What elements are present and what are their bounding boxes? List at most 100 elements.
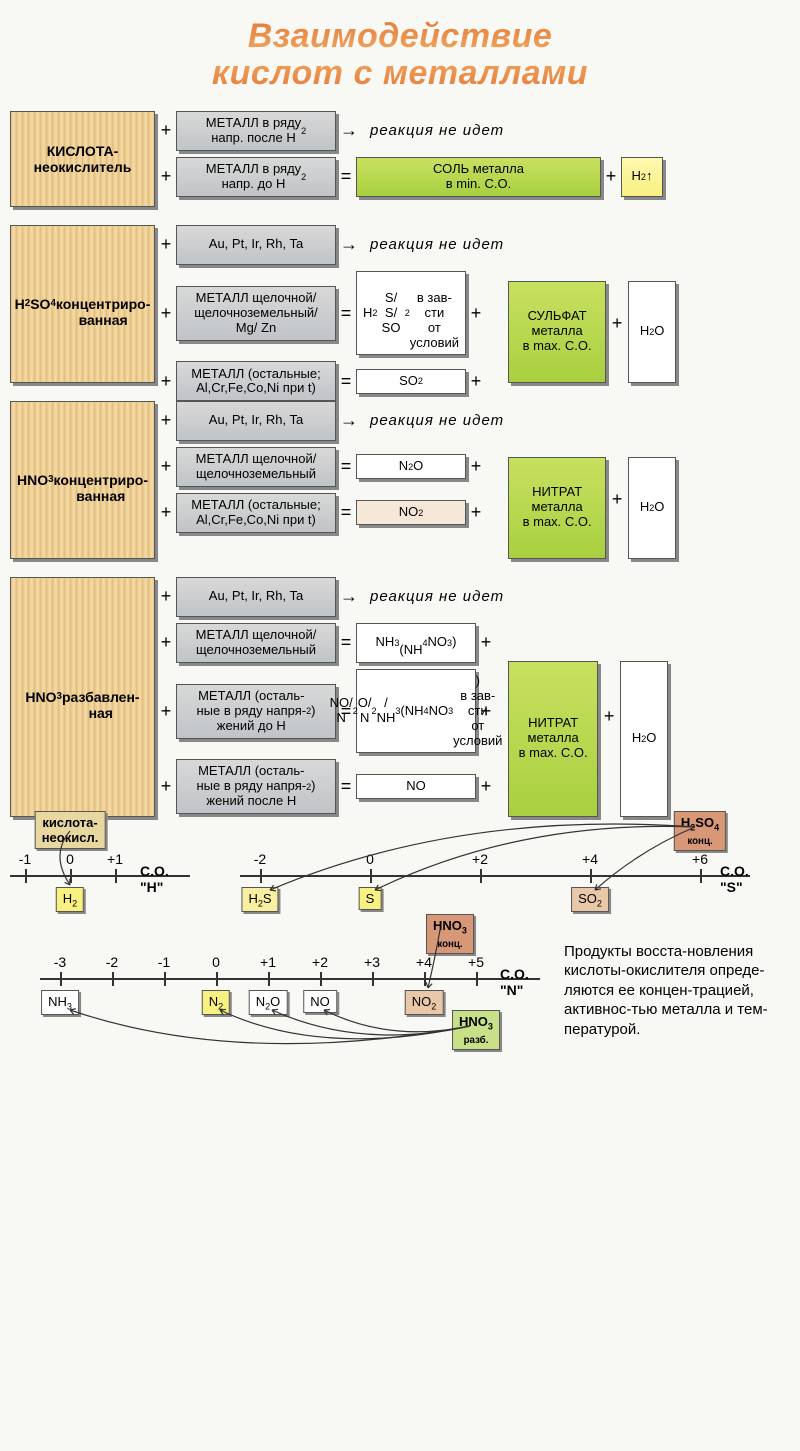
product-box: NO <box>356 774 476 799</box>
oxidation-axes: -10+1С.О."H"кислота-неокисл.H2 -20+2+4+6… <box>10 835 790 1044</box>
product-box: SO2 <box>356 369 466 394</box>
axis-label: С.О."H" <box>140 863 169 895</box>
water-box: H2O <box>620 661 668 817</box>
plus-op: + <box>469 303 483 324</box>
salt-shared-box: НИТРАТметаллав max. С.О. <box>508 457 606 559</box>
acid-box: HNO3разбавлен-ная <box>10 577 155 817</box>
axis-species-box: S <box>359 887 382 910</box>
plus-op: + <box>159 456 173 477</box>
axis-acid-box: HNO3конц. <box>426 914 474 955</box>
tick-label: -1 <box>19 851 31 867</box>
product-box: H2S/ S/ SO2в зав-стиот условий <box>356 271 466 356</box>
plus-op: + <box>469 371 483 392</box>
tick-label: 0 <box>212 954 220 970</box>
axis-acid-box: кислота-неокисл. <box>35 811 106 849</box>
tick-label: -2 <box>254 851 266 867</box>
nitrogen-axis: -3-2-10+1+2+3+4+5С.О."N"HNO3конц.NH3N2N2… <box>40 938 540 1023</box>
plus-op: + <box>159 701 173 722</box>
salt-shared-box: СУЛЬФАТметаллав max. С.О. <box>508 281 606 383</box>
axis-species-box: N2 <box>202 990 230 1016</box>
metal-box: МЕТАЛЛ (осталь-ные в ряду напря-жений по… <box>176 759 336 814</box>
tick-label: +1 <box>260 954 276 970</box>
arrow-op: → <box>339 120 359 141</box>
axis-species-box: SO2 <box>571 887 609 913</box>
tick-label: 0 <box>366 851 374 867</box>
equals-op: = <box>339 456 353 477</box>
equals-op: = <box>339 166 353 187</box>
product-box: NH3(NH4NO3) <box>356 623 476 663</box>
plus-op: + <box>159 776 173 797</box>
plus-op: + <box>469 502 483 523</box>
tick-label: +2 <box>312 954 328 970</box>
product-box: N2O <box>356 454 466 479</box>
metal-box: МЕТАЛЛ (остальные;Al,Cr,Fe,Co,Ni при t) <box>176 361 336 401</box>
plus-op: + <box>602 706 616 727</box>
tick-label: +4 <box>582 851 598 867</box>
equals-op: = <box>339 371 353 392</box>
axis-species-box: NH3 <box>41 990 79 1016</box>
no-reaction-text: реакция не идет <box>362 236 504 253</box>
axis-acid-box: H2SO4конц. <box>674 811 726 852</box>
arrow-op: → <box>339 410 359 431</box>
page-title: Взаимодействие кислот с металлами <box>10 18 790 93</box>
reaction-sections: КИСЛОТА-неокислитель+МЕТАЛЛ в рядунапр. … <box>10 111 790 817</box>
tick-label: -3 <box>54 954 66 970</box>
plus-op: + <box>159 166 173 187</box>
axis-species-box: H2S <box>241 887 278 913</box>
plus-op: + <box>479 776 493 797</box>
tick-label: +5 <box>468 954 484 970</box>
axis-species-box: N2O <box>249 990 288 1016</box>
equals-op: = <box>339 303 353 324</box>
tick-label: 0 <box>66 851 74 867</box>
metal-box: МЕТАЛЛ щелочной/щелочноземельный <box>176 623 336 663</box>
acid-box: КИСЛОТА-неокислитель <box>10 111 155 207</box>
axis-species-box: NO <box>303 990 337 1013</box>
plus-op: + <box>469 456 483 477</box>
plus-op: + <box>159 410 173 431</box>
sulfur-axis: -20+2+4+6С.О."S"H2SO4конц.H2SSSO2 <box>240 835 750 920</box>
plus-op: + <box>159 371 173 392</box>
tick-label: -2 <box>106 954 118 970</box>
tick-label: -1 <box>158 954 170 970</box>
title-line2: кислот с металлами <box>212 54 588 92</box>
axis-label: С.О."N" <box>500 966 529 998</box>
salt-box: СОЛЬ металлав min. С.О. <box>356 157 601 197</box>
plus-op: + <box>479 701 493 722</box>
no-reaction-text: реакция не идет <box>362 588 504 605</box>
plus-op: + <box>604 166 618 187</box>
acid-box: H2SO4концентриро-ванная <box>10 225 155 383</box>
plus-op: + <box>159 586 173 607</box>
metal-box: МЕТАЛЛ щелочной/щелочноземельный <box>176 447 336 487</box>
water-box: H2O <box>628 457 676 559</box>
tick-label: +1 <box>107 851 123 867</box>
metal-box: МЕТАЛЛ в рядунапр. после H2 <box>176 111 336 151</box>
metal-box: МЕТАЛЛ (осталь-ные в ряду напря-жений до… <box>176 684 336 739</box>
plus-op: + <box>159 632 173 653</box>
h2-box: H2↑ <box>621 157 663 197</box>
water-box: H2O <box>628 281 676 383</box>
arrow-op: → <box>339 586 359 607</box>
equals-op: = <box>339 502 353 523</box>
plus-op: + <box>159 120 173 141</box>
metal-box: МЕТАЛЛ щелочной/щелочноземельный/Mg/ Zn <box>176 286 336 341</box>
metal-box: Au, Pt, Ir, Rh, Ta <box>176 225 336 265</box>
plus-op: + <box>479 632 493 653</box>
metal-box: МЕТАЛЛ в рядунапр. до H2 <box>176 157 336 197</box>
footnote: Продукты восста-новления кислоты-окислит… <box>560 938 790 1044</box>
axis-acid-box: HNO3разб. <box>452 1010 500 1051</box>
equals-op: = <box>339 776 353 797</box>
acid-box: HNO3концентриро-ванная <box>10 401 155 559</box>
plus-op: + <box>159 502 173 523</box>
axis-species-box: NO2 <box>405 990 444 1016</box>
axis-label: С.О."S" <box>720 863 749 895</box>
metal-box: МЕТАЛЛ (остальные;Al,Cr,Fe,Co,Ni при t) <box>176 493 336 533</box>
tick-label: +4 <box>416 954 432 970</box>
metal-box: Au, Pt, Ir, Rh, Ta <box>176 577 336 617</box>
plus-op: + <box>159 234 173 255</box>
metal-box: Au, Pt, Ir, Rh, Ta <box>176 401 336 441</box>
tick-label: +6 <box>692 851 708 867</box>
title-line1: Взаимодействие <box>248 17 553 55</box>
hydrogen-axis: -10+1С.О."H"кислота-неокисл.H2 <box>10 835 190 920</box>
equals-op: = <box>339 632 353 653</box>
axis-species-box: H2 <box>56 887 84 913</box>
